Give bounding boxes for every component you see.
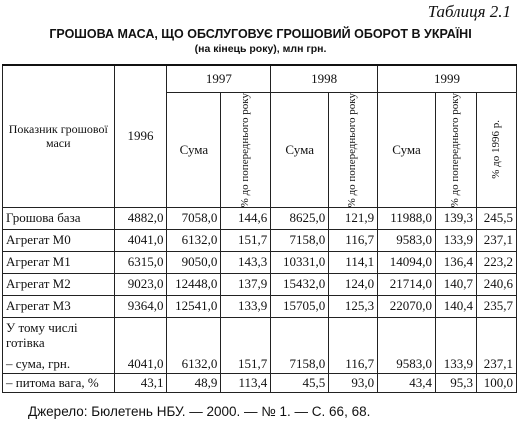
table-cell: 95,3 — [435, 373, 477, 393]
table-cell: 9050,0 — [166, 250, 222, 274]
table-title: ГРОШОВА МАСА, ЩО ОБСЛУГОВУЄ ГРОШОВИЙ ОБО… — [49, 27, 472, 41]
table-cell: 137,9 — [220, 272, 272, 296]
row-label: Агрегат М0 — [2, 228, 115, 252]
table-cell: 15432,0 — [270, 272, 330, 296]
table-cell: 22070,0 — [377, 294, 436, 318]
row-label: Агрегат М3 — [2, 294, 115, 318]
table-row: Агрегат М2 9023,0 12448,0 137,9 15432,0 124,0… — [2, 272, 518, 296]
table-cell: 12541,0 — [166, 294, 222, 318]
table-cell: 9583,0 — [377, 354, 436, 374]
table-cell: 45,5 — [270, 373, 330, 393]
table-cell: 139,3 — [435, 206, 477, 230]
table-cell: 9364,0 — [113, 294, 168, 318]
table-cell: 14094,0 — [377, 250, 436, 274]
table-cell: 140,4 — [435, 294, 477, 318]
sum-header: Сума — [166, 91, 222, 208]
table-cell: 136,4 — [435, 250, 477, 274]
table-cell: 143,3 — [220, 250, 272, 274]
pct-prev-header: % до попереднього року — [220, 91, 272, 208]
table-cell: 151,7 — [220, 228, 272, 252]
table-cell: 140,7 — [435, 272, 477, 296]
table-cell: 15705,0 — [270, 294, 330, 318]
table-cell: 7058,0 — [166, 206, 222, 230]
table-cell: 9583,0 — [377, 228, 436, 252]
table-cell: 245,5 — [475, 206, 518, 230]
pct-prev-header: % до попереднього року — [328, 91, 379, 208]
year-1996-header: 1996 — [113, 64, 168, 208]
table-cell: 7158,0 — [270, 354, 330, 374]
table-row: Агрегат М1 6315,0 9050,0 143,3 10331,0 114,1 1… — [2, 250, 518, 274]
indicator-header: Показник грошової маси — [2, 64, 115, 208]
table-cell: 144,6 — [220, 206, 272, 230]
table-cell: 151,7 — [220, 354, 272, 374]
table-cell: 133,9 — [435, 354, 477, 374]
table-cell — [328, 316, 379, 355]
sum-header: Сума — [270, 91, 330, 208]
sum-header: Сума — [377, 91, 436, 208]
table-cell: 237,1 — [475, 354, 518, 374]
table-cell — [435, 316, 477, 355]
table-cell: 12448,0 — [166, 272, 222, 296]
table-cell: 21714,0 — [377, 272, 436, 296]
table-cell: 223,2 — [475, 250, 518, 274]
table-cell: 43,1 — [113, 373, 168, 393]
money-supply-table: Показник грошової маси 1996 1997 1998 19… — [2, 64, 518, 393]
row-label: Агрегат М2 — [2, 272, 115, 296]
table-cell: 116,7 — [328, 354, 379, 374]
table-cell: 116,7 — [328, 228, 379, 252]
row-label: Агрегат М1 — [2, 250, 115, 274]
table-subtitle: (на кінець року), млн грн. — [194, 43, 327, 55]
table-cell: 114,1 — [328, 250, 379, 274]
table-row: У тому числі готівка — [2, 316, 518, 355]
table-cell: 4041,0 — [113, 228, 168, 252]
table-cell: 125,3 — [328, 294, 379, 318]
table-cell: 8625,0 — [270, 206, 330, 230]
table-cell: 7158,0 — [270, 228, 330, 252]
row-label: – сума, грн. — [2, 354, 115, 374]
table-cell — [377, 316, 436, 355]
table-cell: 10331,0 — [270, 250, 330, 274]
row-label: Грошова база — [2, 206, 115, 230]
table-cell: 133,9 — [220, 294, 272, 318]
table-number: Таблиця 2.1 — [427, 2, 511, 21]
table-cell: 237,1 — [475, 228, 518, 252]
table-cell — [475, 316, 518, 355]
table-cell: 93,0 — [328, 373, 379, 393]
table-cell: 133,9 — [435, 228, 477, 252]
table-cell: 9023,0 — [113, 272, 168, 296]
table-cell: 6132,0 — [166, 354, 222, 374]
table-row: Агрегат М0 4041,0 6132,0 151,7 7158,0 116,7 95… — [2, 228, 518, 252]
pct-prev-header: % до попереднього року — [435, 91, 477, 208]
table-cell: 48,9 — [166, 373, 222, 393]
table-cell: 240,6 — [475, 272, 518, 296]
table-cell: 4882,0 — [113, 206, 168, 230]
table-cell: 4041,0 — [113, 354, 168, 374]
table-row: Грошова база 4882,0 7058,0 144,6 8625,0 121,9… — [2, 206, 518, 230]
table-cell — [270, 316, 330, 355]
table-row: – питома вага, % 43,1 48,9 113,4 45,5 93,0 43,… — [2, 373, 518, 393]
source-note: Джерело: Бюлетень НБУ. — 2000. — № 1. — … — [28, 404, 371, 419]
table-row: – сума, грн. 4041,0 6132,0 151,7 7158,0 116,7… — [2, 354, 518, 374]
table-cell: 113,4 — [220, 373, 272, 393]
table-cell — [220, 316, 272, 355]
year-1997-header: 1997 — [166, 64, 272, 93]
year-1999-header: 1999 — [377, 64, 517, 93]
table-cell: 11988,0 — [377, 206, 436, 230]
table-cell: 100,0 — [475, 373, 518, 393]
table-cell — [113, 316, 168, 355]
table-cell: 6315,0 — [113, 250, 168, 274]
table-cell: 235,7 — [475, 294, 518, 318]
pct-1996-header: % до 1996 р. — [475, 91, 518, 208]
row-label: – питома вага, % — [2, 373, 115, 393]
table-cell: 124,0 — [328, 272, 379, 296]
table-cell — [166, 316, 222, 355]
table-row: Агрегат М3 9364,0 12541,0 133,9 15705,0 125,3… — [2, 294, 518, 318]
table-cell: 43,4 — [377, 373, 436, 393]
cash-section-label: У тому числі готівка — [2, 316, 115, 355]
year-1998-header: 1998 — [270, 64, 379, 93]
table-cell: 6132,0 — [166, 228, 222, 252]
table-cell: 121,9 — [328, 206, 379, 230]
